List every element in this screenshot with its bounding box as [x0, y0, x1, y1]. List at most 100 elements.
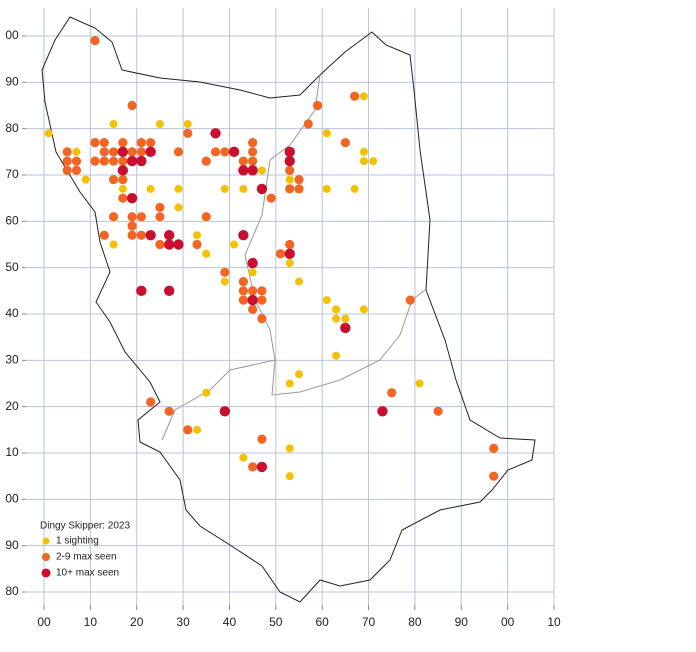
dot	[118, 193, 128, 203]
dot	[228, 146, 240, 158]
dot	[174, 184, 183, 193]
dot	[127, 100, 137, 111]
legend-label: 1 sighting	[56, 536, 99, 547]
dot	[248, 268, 257, 277]
dot	[322, 296, 331, 305]
dot	[285, 239, 295, 250]
dot	[163, 285, 175, 297]
dot	[108, 156, 119, 166]
dot	[163, 230, 175, 241]
dot	[118, 184, 127, 193]
dot	[295, 277, 303, 286]
dot	[220, 267, 230, 277]
legend-marker	[41, 568, 51, 578]
dot	[127, 147, 137, 157]
dot	[285, 165, 295, 175]
dot	[257, 434, 267, 444]
dot	[118, 137, 128, 148]
dot	[369, 157, 378, 166]
dot	[136, 137, 146, 148]
dot	[285, 472, 294, 481]
y-tick-label: 90	[5, 75, 19, 89]
y-tick-label: 00	[5, 492, 19, 506]
dot	[275, 249, 286, 259]
dot	[155, 239, 165, 250]
dot	[257, 314, 267, 324]
x-tick-label: 90	[455, 615, 469, 629]
dot	[220, 277, 229, 286]
dot	[174, 203, 183, 212]
y-tick-label: 70	[5, 167, 19, 181]
dot	[99, 230, 109, 240]
dot	[117, 146, 129, 158]
dot	[117, 165, 129, 176]
legend-label: 10+ max seen	[56, 568, 119, 579]
dot	[210, 147, 221, 157]
y-tick-label: 50	[5, 260, 19, 274]
dot	[266, 193, 276, 203]
legend-marker	[42, 553, 50, 561]
dot	[415, 379, 424, 388]
x-tick-label: 70	[362, 615, 376, 629]
dot	[359, 305, 368, 314]
dot	[295, 370, 303, 379]
dot	[210, 128, 221, 139]
dot	[118, 156, 128, 166]
dot	[136, 147, 146, 157]
dot	[257, 286, 267, 296]
y-tick-label: 00	[5, 28, 19, 42]
y-tick-label: 40	[5, 306, 19, 320]
dot	[163, 239, 175, 250]
dot	[248, 286, 258, 296]
legend-title: Dingy Skipper: 2023	[40, 521, 130, 532]
dot	[183, 425, 193, 435]
dot	[248, 137, 258, 148]
dot	[108, 147, 119, 157]
dot	[126, 192, 138, 204]
dot	[90, 137, 100, 148]
dot	[173, 147, 184, 157]
dot	[322, 129, 331, 138]
dot	[220, 184, 229, 193]
dot	[202, 388, 211, 397]
dot	[202, 249, 211, 258]
dot	[239, 453, 248, 462]
dot	[256, 461, 268, 473]
y-tick-label: 80	[5, 121, 19, 135]
dot	[247, 294, 258, 306]
dot	[257, 166, 266, 175]
dot	[332, 314, 341, 323]
dot	[164, 406, 174, 416]
x-tick-label: 40	[223, 615, 237, 629]
dot	[127, 221, 137, 231]
dot	[332, 305, 341, 314]
dot	[341, 314, 350, 323]
x-tick-label: 50	[269, 615, 283, 629]
dot	[285, 184, 295, 194]
dot	[284, 146, 295, 158]
dot	[248, 147, 258, 157]
y-tick-label: 80	[5, 584, 19, 598]
legend-marker	[42, 537, 50, 545]
y-tick-label: 20	[5, 399, 19, 413]
county-boundary	[41, 16, 536, 603]
dot	[99, 137, 109, 148]
x-tick-label: 60	[316, 615, 330, 629]
dot	[359, 147, 368, 156]
dot	[201, 156, 211, 166]
dot	[340, 322, 351, 334]
dot	[108, 175, 119, 185]
dot	[238, 156, 248, 166]
dot	[284, 155, 295, 167]
dot	[405, 295, 415, 305]
dot	[248, 156, 258, 166]
dot	[238, 276, 248, 287]
dot	[62, 165, 72, 175]
dot	[183, 128, 193, 138]
dot	[433, 406, 443, 416]
dot	[146, 184, 155, 193]
dot	[238, 230, 249, 241]
dot	[285, 259, 294, 268]
dot	[126, 155, 138, 167]
dot	[238, 295, 248, 305]
